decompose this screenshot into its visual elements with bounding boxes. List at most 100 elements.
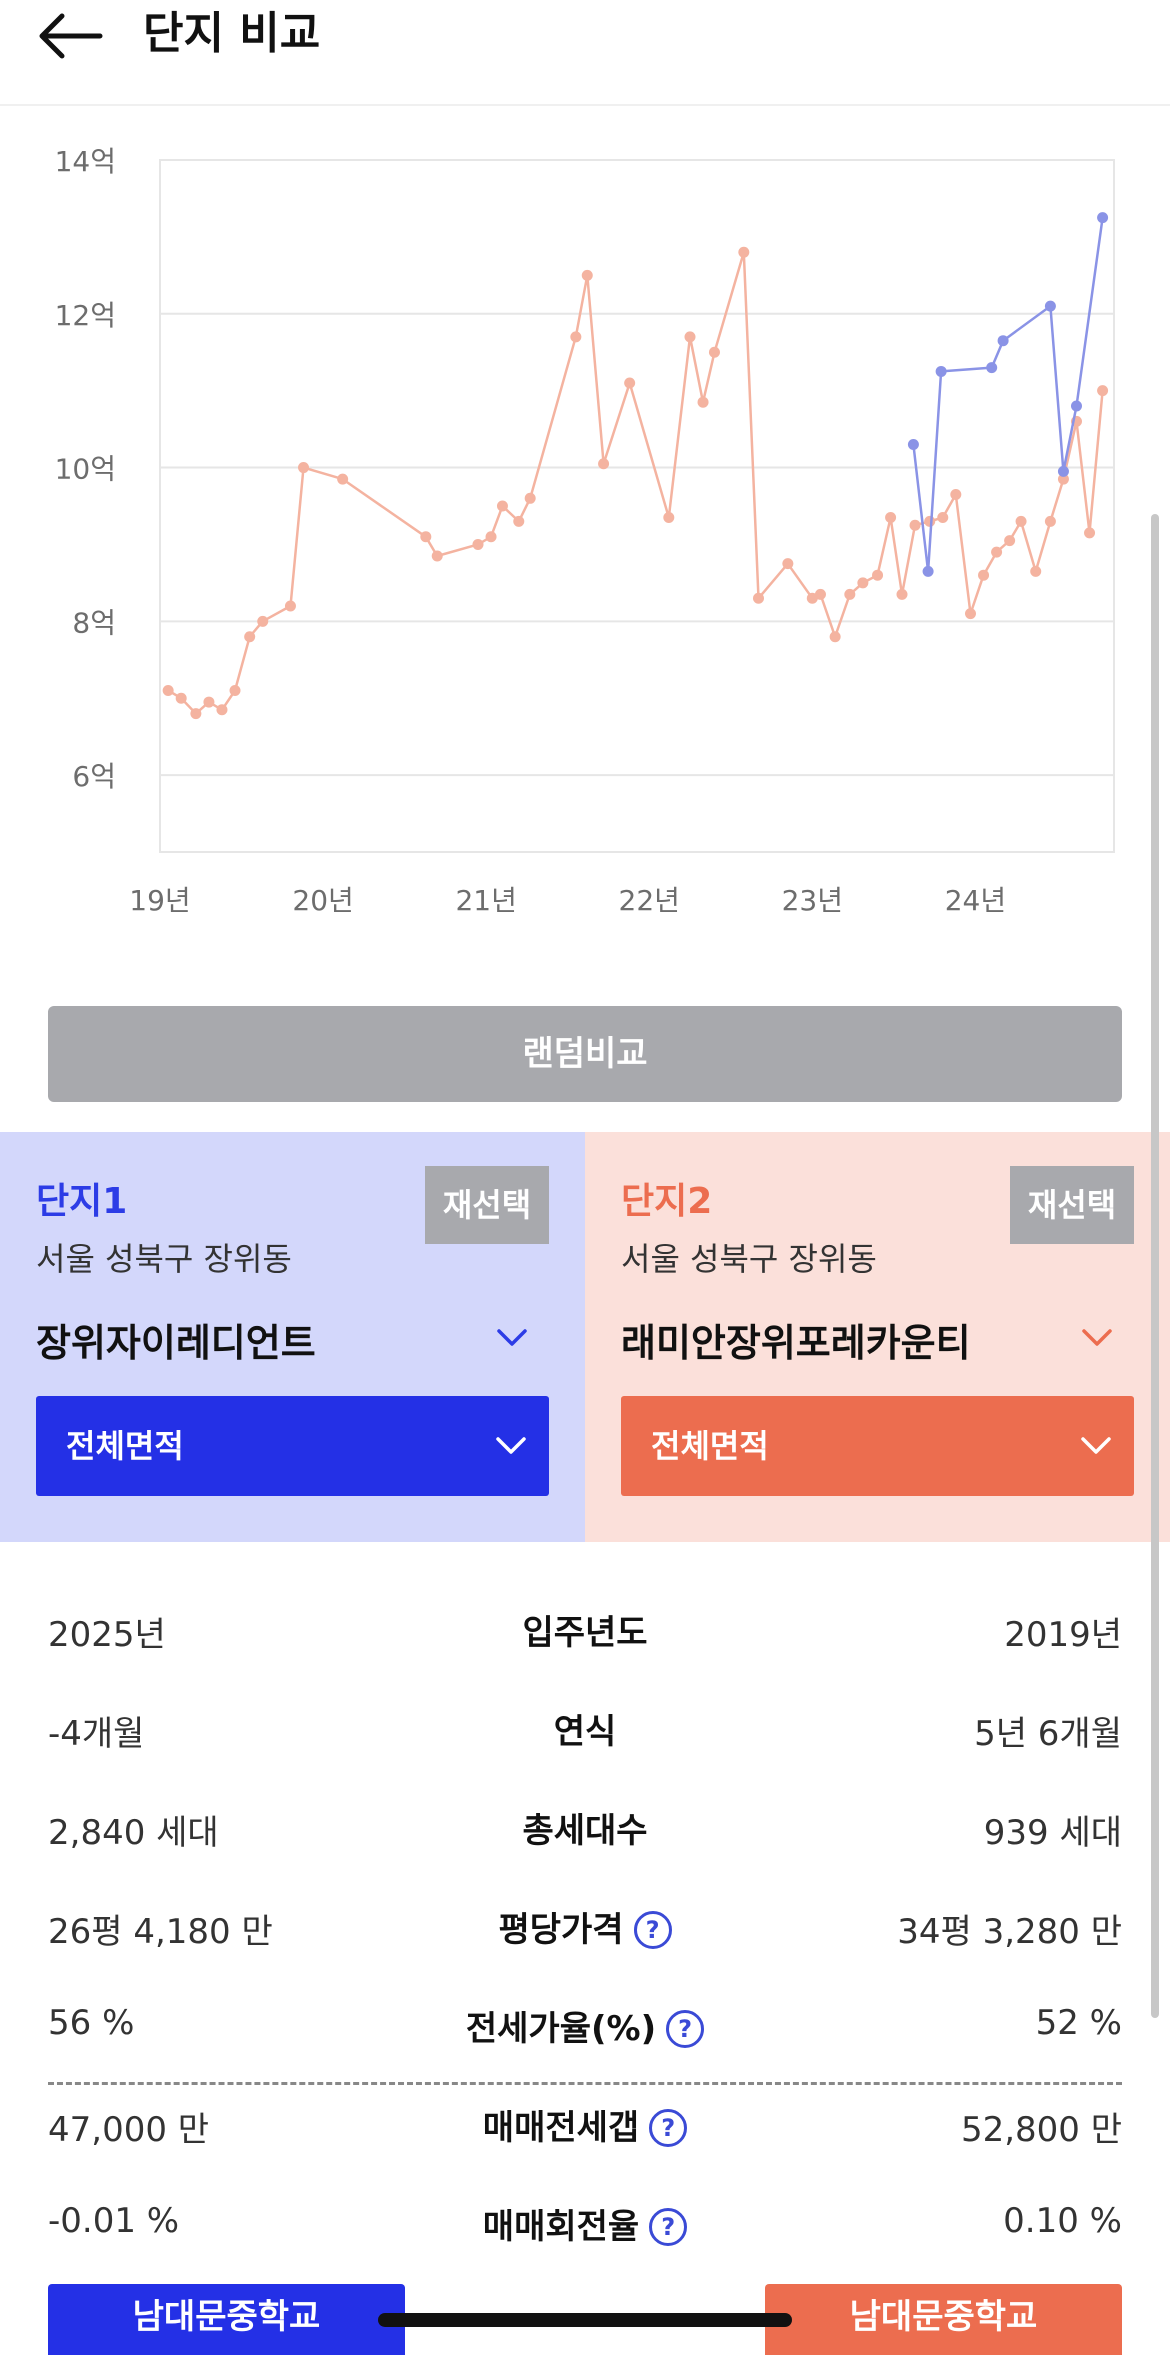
back-button[interactable]	[30, 6, 110, 66]
y-tick-label: 8억	[72, 606, 116, 639]
data-point	[472, 538, 484, 550]
chevron-down-icon	[496, 1437, 526, 1454]
data-point	[1030, 565, 1042, 577]
data-point	[935, 365, 947, 377]
row-label: 전세가율(%)?	[48, 2001, 1122, 2050]
data-point	[1015, 515, 1027, 527]
data-point	[203, 696, 215, 708]
data-point	[175, 692, 187, 704]
complex2-value: 34평 3,280 만	[897, 1912, 1122, 1952]
data-point	[162, 685, 174, 697]
complex1-school-button[interactable]: 남대문중학교	[48, 2284, 405, 2355]
help-icon[interactable]: ?	[649, 2207, 688, 2246]
comparison-row: -4개월 연식 5년 6개월	[48, 1684, 1122, 1783]
row-label: 매매회전율?	[48, 2199, 1122, 2248]
comparison-row: 56 % 전세가율(%)? 52 %	[48, 1981, 1122, 2080]
data-point	[663, 512, 675, 524]
chart-series-1	[162, 246, 1109, 720]
data-point	[1004, 535, 1016, 547]
chart-series-2	[907, 212, 1109, 577]
complex1-value: -4개월	[48, 1714, 145, 1754]
data-point	[806, 592, 818, 604]
chart-series	[162, 212, 1109, 720]
data-point	[496, 500, 508, 512]
x-tick-label: 22년	[619, 884, 680, 917]
data-point	[896, 588, 908, 600]
chart-x-ticks: 19년 20년 21년 22년 23년 24년	[129, 884, 1006, 917]
complex1-label: 단지1	[36, 1181, 128, 1222]
section-divider	[48, 2082, 1122, 2085]
data-point	[570, 331, 582, 343]
data-point	[244, 631, 256, 643]
complex2-panel: 단지2 재선택 서울 성북구 장위동 래미안장위포레카운티 전체면적	[585, 1132, 1170, 1542]
complex2-value: 2019년	[1004, 1615, 1122, 1655]
complex1-area-select[interactable]: 전체면적	[36, 1396, 549, 1496]
price-chart: 14억 12억 10억 8억 6억 19년 20년 21년 22년 23년 24년	[55, 145, 1115, 917]
complex2-address: 서울 성북구 장위동	[621, 1240, 877, 1278]
help-icon[interactable]: ?	[633, 1910, 672, 1949]
data-point	[284, 600, 296, 612]
y-tick-label: 12억	[55, 299, 116, 332]
comparison-row: 47,000 만 매매전세갭? 52,800 만	[48, 2080, 1122, 2179]
complex2-reselect-button[interactable]: 재선택	[1010, 1166, 1134, 1244]
data-point	[1097, 212, 1109, 224]
data-point	[844, 588, 856, 600]
complex1-area-label: 전체면적	[66, 1427, 184, 1465]
complex1-reselect-button[interactable]: 재선택	[425, 1166, 549, 1244]
complex2-area-select[interactable]: 전체면적	[621, 1396, 1134, 1496]
x-tick-label: 24년	[945, 884, 1006, 917]
complex1-panel: 단지1 재선택 서울 성북구 장위동 장위자이레디언트 전체면적	[0, 1132, 585, 1542]
complex2-value: 5년 6개월	[974, 1714, 1122, 1754]
data-point	[1084, 527, 1096, 539]
complex2-value: 0.10 %	[1003, 2201, 1122, 2241]
row-label: 평당가격?	[48, 1902, 1122, 1951]
help-icon[interactable]: ?	[666, 2009, 705, 2048]
comparison-row: 26평 4,180 만 평당가격? 34평 3,280 만	[48, 1882, 1122, 1981]
row-label-text: 평당가격	[498, 1910, 624, 1950]
row-label-text: 전세가율(%)	[465, 2009, 657, 2049]
data-point	[624, 377, 636, 389]
chevron-down-icon[interactable]	[1079, 1322, 1115, 1352]
data-point	[857, 577, 869, 589]
row-label-text: 총세대수	[522, 1811, 648, 1851]
data-point	[752, 592, 764, 604]
help-icon[interactable]: ?	[649, 2108, 688, 2147]
chart-gridlines	[160, 159, 1114, 777]
data-point	[950, 488, 962, 500]
complex1-value: 2025년	[48, 1615, 166, 1655]
series-line	[167, 251, 1104, 715]
x-tick-label: 20년	[292, 884, 353, 917]
data-point	[697, 396, 709, 408]
data-point	[986, 362, 998, 374]
data-point	[598, 458, 610, 470]
chevron-down-icon[interactable]	[494, 1322, 530, 1352]
y-tick-label: 6억	[72, 760, 116, 793]
row-label: 매매전세갭?	[48, 2100, 1122, 2149]
row-label: 총세대수	[48, 1803, 1122, 1852]
home-indicator	[378, 2313, 792, 2327]
data-point	[581, 269, 593, 281]
data-point	[257, 615, 269, 627]
data-point	[738, 246, 750, 258]
scrollbar[interactable]	[1151, 514, 1159, 2018]
data-point	[1057, 473, 1069, 485]
comparison-row: -0.01 % 매매회전율? 0.10 %	[48, 2179, 1122, 2278]
complex2-value: 939 세대	[983, 1813, 1122, 1853]
data-point	[420, 531, 432, 543]
data-point	[829, 631, 841, 643]
top-bar: 단지 비교	[0, 0, 1170, 106]
data-point	[909, 519, 921, 531]
data-point	[431, 550, 443, 562]
arrow-left-icon	[39, 13, 103, 59]
complex2-name[interactable]: 래미안장위포레카운티	[621, 1321, 971, 1365]
random-compare-button[interactable]: 랜덤비교	[48, 1006, 1122, 1102]
complex1-name[interactable]: 장위자이레디언트	[36, 1321, 316, 1365]
data-point	[190, 708, 202, 720]
row-label: 연식	[48, 1704, 1122, 1753]
data-point	[964, 608, 976, 620]
data-point	[513, 515, 525, 527]
data-point	[337, 473, 349, 485]
data-point	[922, 565, 934, 577]
chevron-down-icon	[1081, 1437, 1111, 1454]
complex2-school-button[interactable]: 남대문중학교	[765, 2284, 1122, 2355]
